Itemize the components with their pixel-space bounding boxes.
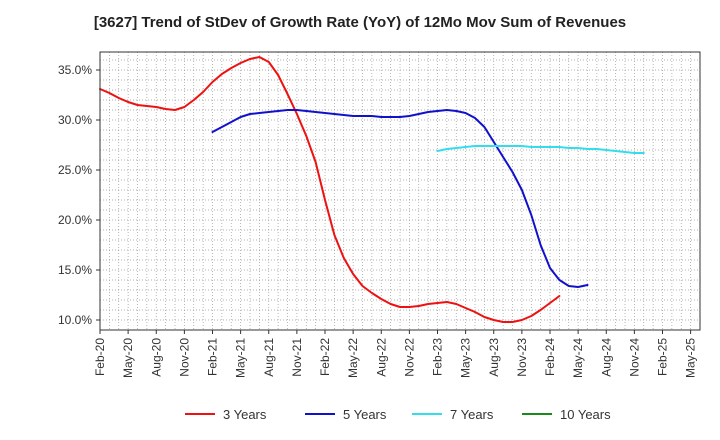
legend: 3 Years 5 Years 7 Years 10 Years [185, 407, 611, 422]
x-tick-label: May-20 [121, 338, 135, 378]
x-tick-label: May-22 [346, 338, 360, 378]
legend-label: 10 Years [560, 407, 611, 422]
x-tick-label: May-21 [234, 338, 248, 378]
series-line-7-years [436, 145, 645, 154]
x-tick-label: Feb-23 [431, 338, 445, 376]
y-tick-label: 30.0% [58, 113, 92, 127]
plot-border [99, 51, 701, 331]
y-tick-label: 20.0% [58, 213, 92, 227]
x-tick-label: Feb-25 [656, 338, 670, 376]
y-tick-label: 25.0% [58, 163, 92, 177]
y-tick-label: 35.0% [58, 63, 92, 77]
y-tick-label: 10.0% [58, 313, 92, 327]
x-tick-label: Feb-20 [93, 338, 107, 376]
x-tick-label: Aug-22 [374, 338, 388, 377]
x-tick-label: May-24 [571, 338, 585, 378]
x-tick-label: Aug-23 [487, 338, 501, 377]
x-tick-label: May-25 [684, 338, 698, 378]
x-tick-label: Feb-24 [543, 338, 557, 376]
x-tick-label: Nov-20 [177, 338, 191, 377]
x-tick-label: Nov-23 [515, 338, 529, 377]
legend-label: 5 Years [343, 407, 387, 422]
x-tick-label: Nov-21 [290, 338, 304, 377]
y-tick-label: 15.0% [58, 263, 92, 277]
x-tick-label: Nov-22 [402, 338, 416, 377]
x-tick-label: Feb-22 [318, 338, 332, 376]
x-tick-label: May-23 [459, 338, 473, 378]
x-tick-label: Aug-24 [599, 338, 613, 377]
x-tick-label: Nov-24 [627, 338, 641, 377]
x-tick-label: Feb-21 [206, 338, 220, 376]
x-tick-label: Aug-20 [149, 338, 163, 377]
x-tick-label: Aug-21 [262, 338, 276, 377]
legend-label: 7 Years [450, 407, 494, 422]
chart-title: [3627] Trend of StDev of Growth Rate (Yo… [93, 14, 627, 31]
legend-label: 3 Years [223, 407, 267, 422]
series-line-5-years [211, 109, 589, 288]
series-line-3-years [99, 56, 561, 323]
